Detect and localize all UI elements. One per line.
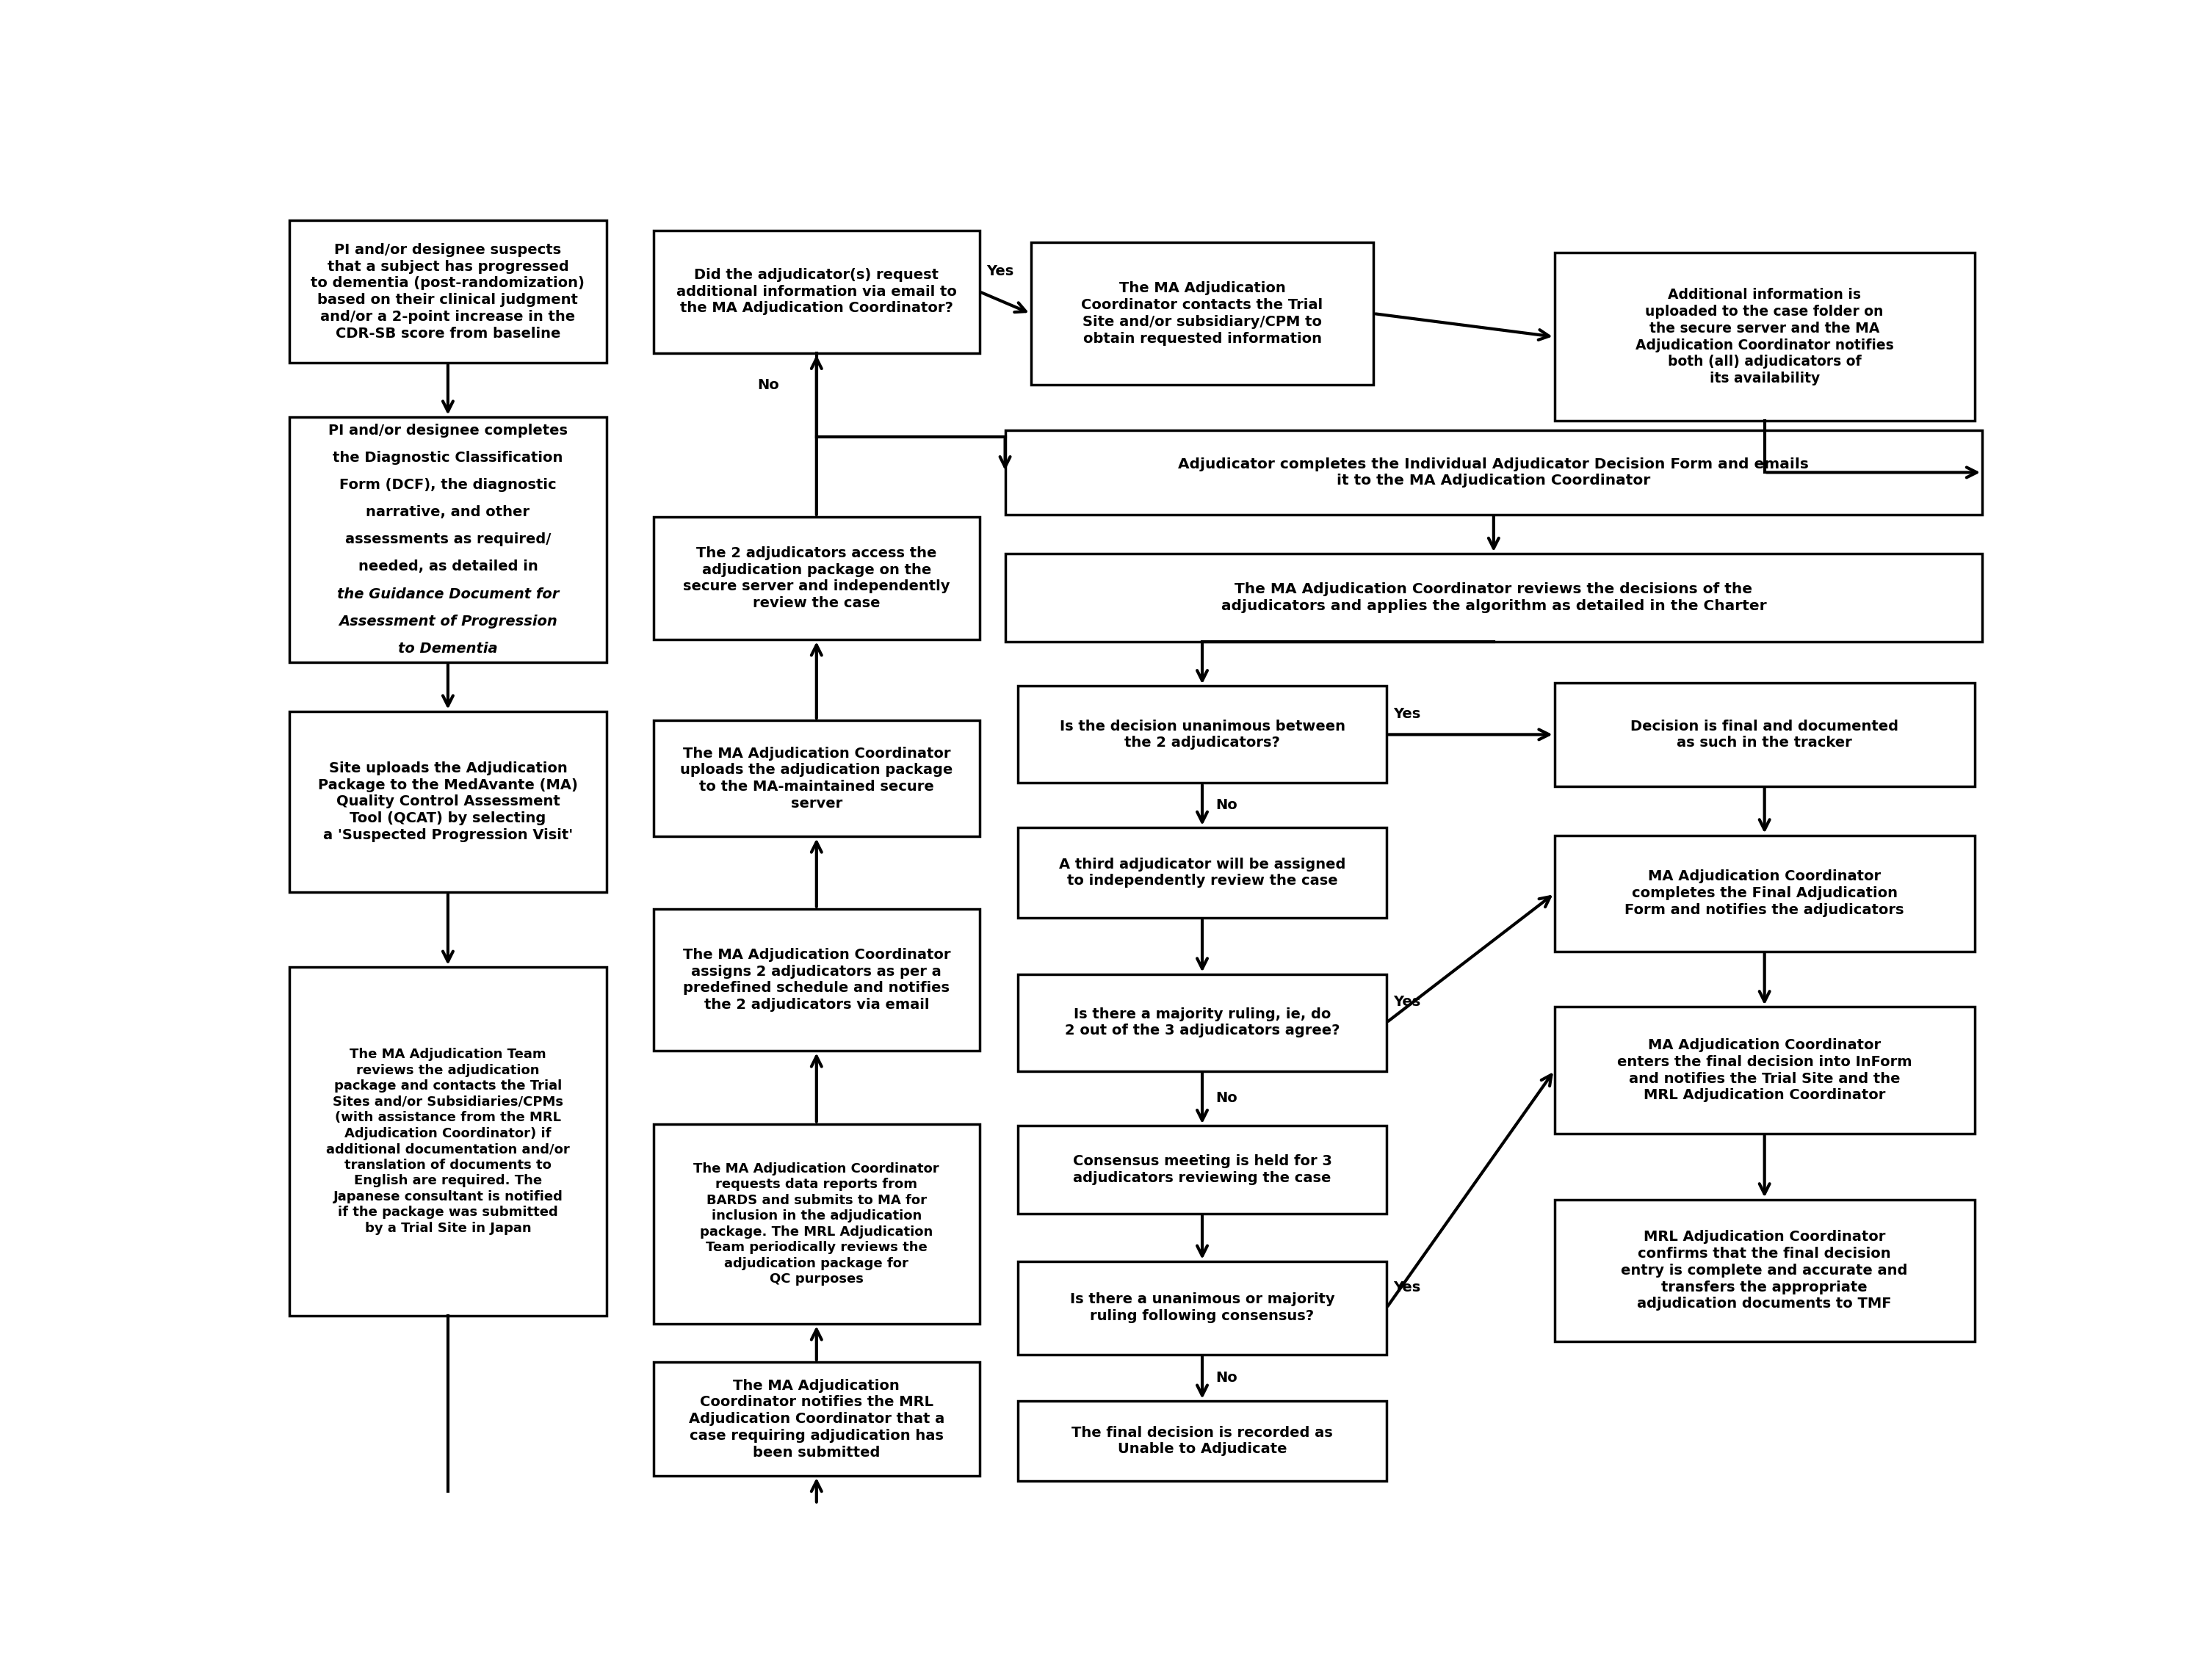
Text: PI and/or designee suspects
that a subject has progressed
to dementia (post-rand: PI and/or designee suspects that a subje… — [312, 243, 584, 340]
Text: Yes: Yes — [1394, 994, 1420, 1010]
Text: The MA Adjudication Coordinator
assigns 2 adjudicators as per a
predefined sched: The MA Adjudication Coordinator assigns … — [684, 948, 951, 1011]
Text: MA Adjudication Coordinator
completes the Final Adjudication
Form and notifies t: MA Adjudication Coordinator completes th… — [1626, 870, 1905, 917]
Text: assessments as required/: assessments as required/ — [345, 533, 551, 547]
Text: The MA Adjudication Coordinator
requests data reports from
BARDS and submits to : The MA Adjudication Coordinator requests… — [695, 1162, 940, 1286]
Text: No: No — [1217, 1092, 1239, 1105]
Text: Yes: Yes — [987, 263, 1013, 278]
Text: Assessment of Progression: Assessment of Progression — [338, 614, 557, 629]
FancyBboxPatch shape — [290, 711, 606, 892]
Text: needed, as detailed in: needed, as detailed in — [358, 560, 538, 574]
Text: No: No — [1217, 798, 1239, 812]
FancyBboxPatch shape — [1018, 974, 1387, 1072]
Text: No: No — [757, 379, 779, 392]
Text: A third adjudicator will be assigned
to independently review the case: A third adjudicator will be assigned to … — [1060, 857, 1345, 889]
Text: PI and/or designee completes: PI and/or designee completes — [327, 424, 568, 438]
Text: The final decision is recorded as
Unable to Adjudicate: The final decision is recorded as Unable… — [1071, 1425, 1334, 1456]
Text: Yes: Yes — [1394, 708, 1420, 721]
Text: The 2 adjudicators access the
adjudication package on the
secure server and inde: The 2 adjudicators access the adjudicati… — [684, 547, 949, 610]
FancyBboxPatch shape — [1018, 827, 1387, 917]
FancyBboxPatch shape — [1555, 683, 1975, 787]
Text: narrative, and other: narrative, and other — [365, 505, 531, 520]
FancyBboxPatch shape — [1031, 243, 1374, 384]
Text: The MA Adjudication Coordinator reviews the decisions of the
adjudicators and ap: The MA Adjudication Coordinator reviews … — [1221, 582, 1767, 614]
Text: MA Adjudication Coordinator
enters the final decision into InForm
and notifies t: MA Adjudication Coordinator enters the f… — [1617, 1038, 1911, 1102]
FancyBboxPatch shape — [1555, 1006, 1975, 1134]
Text: Did the adjudicator(s) request
additional information via email to
the MA Adjudi: Did the adjudicator(s) request additiona… — [677, 268, 958, 315]
FancyBboxPatch shape — [290, 418, 606, 662]
Text: Yes: Yes — [1394, 1280, 1420, 1295]
Text: to Dementia: to Dementia — [398, 642, 498, 656]
Text: Adjudicator completes the Individual Adjudicator Decision Form and emails
it to : Adjudicator completes the Individual Adj… — [1179, 458, 1809, 488]
Text: Is there a majority ruling, ie, do
2 out of the 3 adjudicators agree?: Is there a majority ruling, ie, do 2 out… — [1064, 1008, 1340, 1038]
FancyBboxPatch shape — [1018, 1261, 1387, 1355]
FancyBboxPatch shape — [290, 221, 606, 362]
FancyBboxPatch shape — [655, 1362, 980, 1476]
Text: Additional information is
uploaded to the case folder on
the secure server and t: Additional information is uploaded to th… — [1635, 288, 1893, 386]
FancyBboxPatch shape — [1004, 431, 1982, 515]
Text: The MA Adjudication
Coordinator notifies the MRL
Adjudication Coordinator that a: The MA Adjudication Coordinator notifies… — [688, 1378, 945, 1459]
Text: Consensus meeting is held for 3
adjudicators reviewing the case: Consensus meeting is held for 3 adjudica… — [1073, 1154, 1332, 1186]
Text: Form (DCF), the diagnostic: Form (DCF), the diagnostic — [338, 478, 557, 491]
FancyBboxPatch shape — [1004, 553, 1982, 642]
Text: the Diagnostic Classification: the Diagnostic Classification — [332, 451, 564, 465]
FancyBboxPatch shape — [1555, 835, 1975, 951]
Text: Site uploads the Adjudication
Package to the MedAvante (MA)
Quality Control Asse: Site uploads the Adjudication Package to… — [319, 761, 577, 842]
FancyBboxPatch shape — [1018, 1125, 1387, 1214]
Text: Is there a unanimous or majority
ruling following consensus?: Is there a unanimous or majority ruling … — [1071, 1293, 1334, 1323]
FancyBboxPatch shape — [655, 517, 980, 639]
FancyBboxPatch shape — [655, 1124, 980, 1325]
FancyBboxPatch shape — [1018, 1400, 1387, 1481]
Text: The MA Adjudication Team
reviews the adjudication
package and contacts the Trial: The MA Adjudication Team reviews the adj… — [325, 1048, 571, 1234]
FancyBboxPatch shape — [1555, 1199, 1975, 1342]
FancyBboxPatch shape — [655, 721, 980, 837]
FancyBboxPatch shape — [655, 230, 980, 352]
Text: Decision is final and documented
as such in the tracker: Decision is final and documented as such… — [1630, 719, 1898, 750]
FancyBboxPatch shape — [655, 909, 980, 1051]
Text: No: No — [1217, 1370, 1239, 1385]
FancyBboxPatch shape — [1555, 253, 1975, 421]
Text: the Guidance Document for: the Guidance Document for — [336, 587, 560, 600]
Text: MRL Adjudication Coordinator
confirms that the final decision
entry is complete : MRL Adjudication Coordinator confirms th… — [1621, 1229, 1909, 1311]
Text: The MA Adjudication
Coordinator contacts the Trial
Site and/or subsidiary/CPM to: The MA Adjudication Coordinator contacts… — [1082, 282, 1323, 345]
FancyBboxPatch shape — [1018, 686, 1387, 783]
Text: The MA Adjudication Coordinator
uploads the adjudication package
to the MA-maint: The MA Adjudication Coordinator uploads … — [679, 746, 953, 810]
Text: Is the decision unanimous between
the 2 adjudicators?: Is the decision unanimous between the 2 … — [1060, 719, 1345, 750]
FancyBboxPatch shape — [290, 968, 606, 1316]
